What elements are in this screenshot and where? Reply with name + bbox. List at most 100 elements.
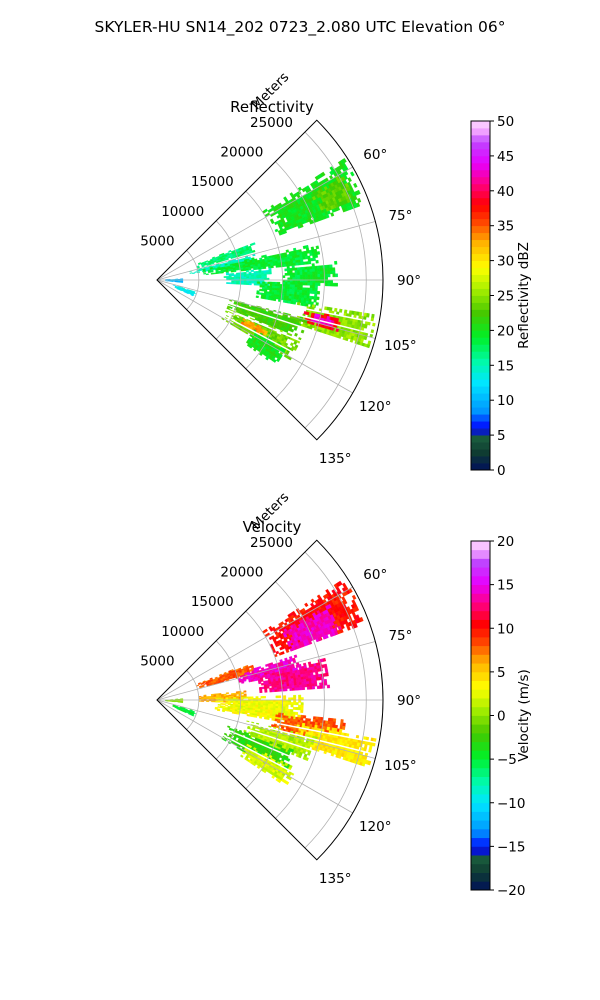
echo-cell — [316, 265, 321, 270]
echo-cell — [266, 686, 270, 689]
echo-cell — [309, 271, 313, 275]
echo-cell — [293, 702, 297, 706]
colorbar-tick-label: 50 — [497, 114, 514, 130]
colorbar-label: Reflectivity dBZ — [516, 242, 532, 349]
echo-cell — [284, 282, 288, 285]
echo-cell — [333, 307, 338, 312]
echo-cell — [274, 689, 278, 692]
colorbar-swatch — [471, 267, 490, 275]
echo-cell — [224, 263, 228, 266]
echo-cell — [304, 269, 308, 273]
colorbar-swatch — [471, 337, 490, 345]
echo-cell — [317, 279, 321, 284]
echo-cell — [304, 287, 308, 291]
echo-cell — [297, 707, 301, 711]
echo-cell — [319, 271, 323, 275]
echo-cell — [289, 286, 293, 290]
echo-cell — [334, 273, 338, 278]
echo-cell — [268, 271, 272, 275]
echo-cell — [283, 695, 287, 698]
echo-cell — [252, 249, 256, 253]
echo-cell — [241, 282, 245, 285]
echo-cell — [225, 704, 229, 707]
echo-cell — [356, 189, 361, 195]
colorbar-swatch — [471, 121, 490, 129]
colorbar-swatch — [471, 176, 490, 185]
echo-cell — [259, 690, 263, 694]
echo-cell — [319, 274, 323, 278]
echo-cell — [341, 725, 346, 730]
echo-cell — [225, 310, 229, 314]
colorbar-swatch — [471, 274, 490, 282]
echo-cell — [306, 266, 311, 270]
echo-cell — [251, 276, 255, 279]
echo-cell — [231, 274, 235, 277]
colorbar-swatch — [471, 197, 490, 206]
echo-cell — [283, 263, 287, 267]
colorbar-swatch — [471, 435, 490, 443]
echo-cell — [294, 685, 298, 689]
echo-cell — [220, 271, 224, 274]
echo-cell — [316, 251, 321, 255]
echo-cell — [264, 690, 268, 693]
echo-cell — [311, 263, 315, 267]
echo-cell — [268, 701, 272, 705]
echo-cell — [257, 281, 261, 284]
echo-cell — [260, 696, 264, 699]
echo-cell — [326, 264, 331, 269]
echo-cell — [316, 685, 321, 690]
echo-cell — [265, 264, 269, 267]
range-tick-label: 20000 — [220, 145, 263, 161]
echo-cell — [330, 212, 335, 217]
echo-cell — [294, 289, 298, 293]
echo-cell — [314, 268, 318, 272]
echo-cell — [260, 266, 264, 270]
echo-cell — [294, 332, 298, 337]
colorbar-swatch — [471, 365, 490, 373]
echo-cell — [227, 725, 231, 729]
echo-cell — [325, 214, 330, 219]
echo-cell — [309, 277, 313, 281]
echo-cell — [291, 267, 295, 271]
echo-cell — [269, 689, 273, 693]
echo-cell — [297, 274, 301, 278]
colorbar-swatch — [471, 358, 490, 366]
colorbar-swatch — [471, 330, 490, 338]
echo-cell — [300, 702, 304, 706]
echo-cell — [307, 271, 311, 275]
echo-region — [255, 281, 321, 309]
echo-cell — [205, 260, 209, 263]
echo-cell — [283, 230, 288, 234]
azimuth-tick-label: 105° — [384, 338, 417, 354]
echo-cell — [319, 265, 323, 269]
colorbar-swatch — [471, 344, 490, 352]
echo-cell — [312, 287, 316, 292]
echo-cell — [311, 290, 316, 295]
echo-cell — [309, 274, 313, 278]
echo-cell — [223, 732, 228, 736]
echo-cell — [294, 267, 298, 271]
echo-cell — [260, 679, 264, 682]
echo-cell — [297, 282, 301, 286]
echo-cell — [241, 711, 246, 715]
echo-cell — [301, 686, 306, 691]
echo-cell — [291, 685, 295, 689]
echo-cell — [194, 271, 198, 273]
panel-title: Reflectivity — [230, 98, 314, 116]
echo-cell — [284, 286, 288, 290]
echo-cell — [235, 692, 240, 695]
echo-cell — [294, 282, 298, 286]
echo-cell — [230, 270, 234, 273]
echo-cell — [332, 282, 336, 287]
echo-cell — [266, 717, 270, 720]
echo-cell — [314, 274, 318, 278]
echo-cell — [292, 282, 296, 286]
echo-cell — [324, 282, 328, 287]
echo-cell — [287, 284, 291, 288]
echo-cell — [306, 751, 311, 756]
echo-cell — [336, 206, 341, 211]
echo-cell — [223, 270, 227, 273]
colorbar-swatch — [471, 463, 490, 471]
echo-cell — [307, 274, 311, 278]
colorbar-swatch — [471, 190, 490, 199]
